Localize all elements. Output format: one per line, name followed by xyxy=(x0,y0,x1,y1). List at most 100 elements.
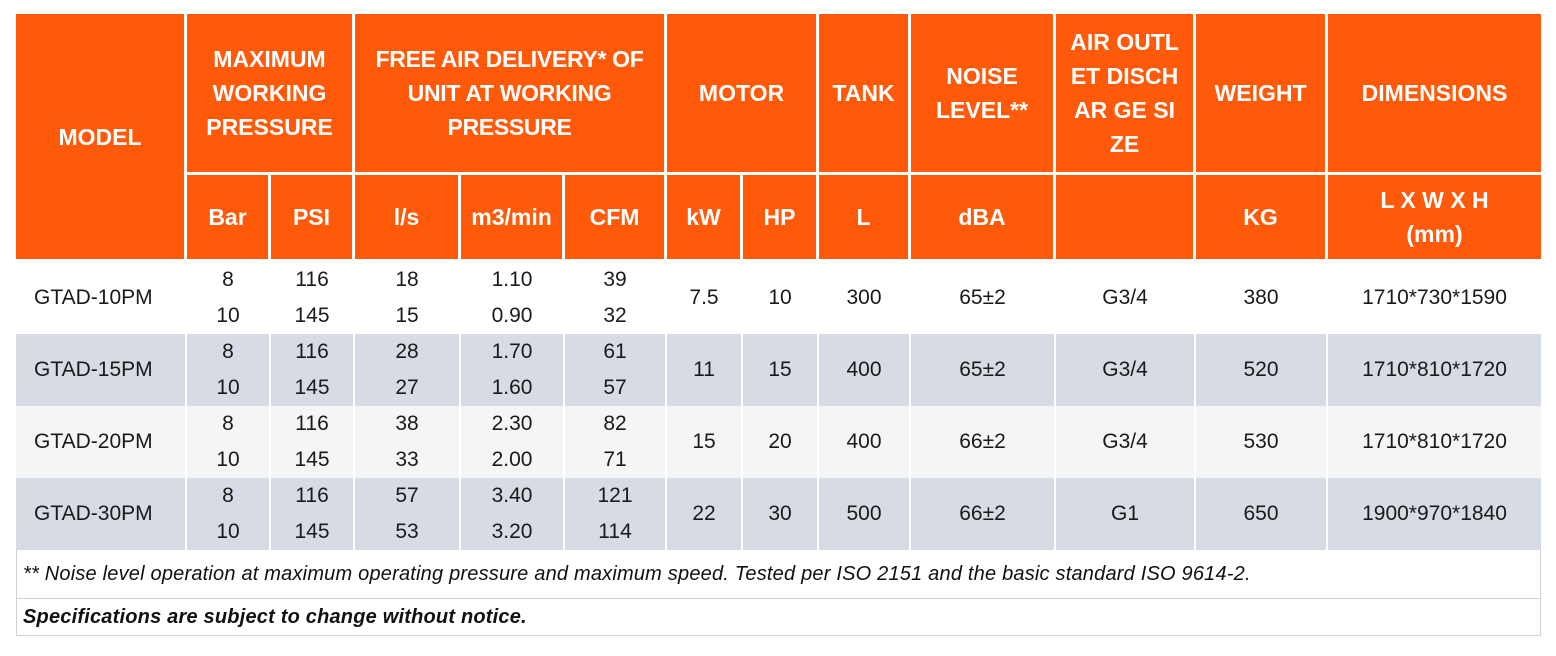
unit-dimensions-text: L X W X H (mm) xyxy=(1380,187,1489,247)
cell-value: 71 xyxy=(603,448,627,471)
cell-cfm: 82 71 xyxy=(565,406,668,478)
cell-kw: 22 xyxy=(667,478,744,550)
cell-outlet: G3/4 xyxy=(1056,334,1197,406)
cell-kw: 11 xyxy=(667,334,744,406)
cell-value: 145 xyxy=(294,376,330,399)
cell-value: 121 xyxy=(597,484,633,507)
cell-outlet: G3/4 xyxy=(1056,406,1197,478)
cell-weight: 530 xyxy=(1196,406,1329,478)
cell-value: 145 xyxy=(294,448,330,471)
cell-value: 145 xyxy=(294,520,330,543)
cell-model: GTAD-30PM xyxy=(16,478,187,550)
cell-psi: 116 145 xyxy=(271,334,356,406)
cell-value: 38 xyxy=(395,412,419,435)
header-max-pressure-text: MAXIMUM WORKING PRESSURE xyxy=(206,46,333,140)
cell-hp: 15 xyxy=(743,334,820,406)
cell-model: GTAD-15PM xyxy=(16,334,187,406)
cell-ls: 38 33 xyxy=(355,406,462,478)
header-max-pressure: MAXIMUM WORKING PRESSURE xyxy=(187,14,356,175)
disclaimer: Specifications are subject to change wit… xyxy=(16,599,1541,636)
cell-dimensions: 1710*730*1590 xyxy=(1328,262,1542,334)
cell-value: 82 xyxy=(603,412,627,435)
cell-value: 10 xyxy=(216,304,240,327)
cell-value: 27 xyxy=(395,376,419,399)
cell-m3min: 3.40 3.20 xyxy=(461,478,566,550)
unit-hp: HP xyxy=(743,175,820,262)
cell-hp: 10 xyxy=(743,262,820,334)
noise-footnote: ** Noise level operation at maximum oper… xyxy=(16,550,1541,599)
cell-value: 3.20 xyxy=(491,520,533,543)
cell-hp: 30 xyxy=(743,478,820,550)
unit-psi: PSI xyxy=(271,175,356,262)
cell-value: 15 xyxy=(395,304,419,327)
cell-value: 116 xyxy=(295,268,329,291)
cell-kw: 7.5 xyxy=(667,262,744,334)
cell-value: 10 xyxy=(216,520,240,543)
cell-cfm: 39 32 xyxy=(565,262,668,334)
cell-cfm: 61 57 xyxy=(565,334,668,406)
unit-ls: l/s xyxy=(355,175,462,262)
unit-liters: L xyxy=(819,175,912,262)
cell-ls: 28 27 xyxy=(355,334,462,406)
cell-tank: 400 xyxy=(819,406,912,478)
cell-psi: 116 145 xyxy=(271,262,356,334)
cell-m3min: 2.30 2.00 xyxy=(461,406,566,478)
unit-dba: dBA xyxy=(911,175,1057,262)
cell-tank: 500 xyxy=(819,478,912,550)
table-row: GTAD-15PM 8 10 116 145 28 27 1.70 1.60 61 57 … xyxy=(16,334,1542,406)
header-row-main: MODEL MAXIMUM WORKING PRESSURE FREE AIR … xyxy=(16,14,1542,262)
cell-value: 1.70 xyxy=(491,340,533,363)
cell-psi: 116 145 xyxy=(271,478,356,550)
cell-bar: 8 10 xyxy=(187,334,271,406)
cell-value: 53 xyxy=(395,520,419,543)
table-row: GTAD-30PM 8 10 116 145 57 53 3.40 3.20 121 11… xyxy=(16,478,1542,550)
header-model: MODEL xyxy=(16,14,187,262)
cell-value: 8 xyxy=(222,340,234,363)
cell-value: 18 xyxy=(395,268,419,291)
header-weight: WEIGHT xyxy=(1196,14,1329,175)
cell-cfm: 121 114 xyxy=(565,478,668,550)
unit-kg: KG xyxy=(1196,175,1329,262)
unit-kw: kW xyxy=(667,175,744,262)
header-fad-text: FREE AIR DELIVERY* OF UNIT AT WORKING PR… xyxy=(375,46,644,140)
cell-dimensions: 1710*810*1720 xyxy=(1328,406,1542,478)
header-row-units: Bar PSI l/s m3/min CFM kW HP L dBA KG L … xyxy=(16,175,1542,262)
cell-model: GTAD-20PM xyxy=(16,406,187,478)
cell-value: 28 xyxy=(395,340,419,363)
cell-dimensions: 1710*810*1720 xyxy=(1328,334,1542,406)
cell-hp: 20 xyxy=(743,406,820,478)
header-motor: MOTOR xyxy=(667,14,820,175)
unit-cfm: CFM xyxy=(565,175,668,262)
cell-psi: 116 145 xyxy=(271,406,356,478)
cell-value: 8 xyxy=(222,484,234,507)
cell-value: 57 xyxy=(603,376,627,399)
cell-weight: 520 xyxy=(1196,334,1329,406)
cell-dba: 65±2 xyxy=(911,262,1057,334)
header-free-air-delivery: FREE AIR DELIVERY* OF UNIT AT WORKING PR… xyxy=(355,14,668,175)
cell-m3min: 1.70 1.60 xyxy=(461,334,566,406)
unit-bar: Bar xyxy=(187,175,271,262)
cell-ls: 18 15 xyxy=(355,262,462,334)
cell-weight: 650 xyxy=(1196,478,1329,550)
cell-value: 39 xyxy=(603,268,627,291)
cell-value: 145 xyxy=(294,304,330,327)
cell-value: 2.30 xyxy=(491,412,533,435)
header-noise-text: NOISE LEVEL** xyxy=(936,63,1029,123)
cell-bar: 8 10 xyxy=(187,478,271,550)
cell-value: 33 xyxy=(395,448,419,471)
cell-kw: 15 xyxy=(667,406,744,478)
cell-value: 10 xyxy=(216,448,240,471)
cell-value: 0.90 xyxy=(491,304,533,327)
cell-value: 8 xyxy=(222,412,234,435)
cell-value: 61 xyxy=(603,340,627,363)
spec-table: MODEL MAXIMUM WORKING PRESSURE FREE AIR … xyxy=(16,14,1542,550)
cell-dba: 66±2 xyxy=(911,478,1057,550)
cell-value: 10 xyxy=(216,376,240,399)
header-tank: TANK xyxy=(819,14,912,175)
cell-dimensions: 1900*970*1840 xyxy=(1328,478,1542,550)
cell-m3min: 1.10 0.90 xyxy=(461,262,566,334)
table-row: GTAD-10PM 8 10 116 145 18 15 1.10 0.90 39 32 … xyxy=(16,262,1542,334)
cell-model: GTAD-10PM xyxy=(16,262,187,334)
cell-weight: 380 xyxy=(1196,262,1329,334)
cell-value: 114 xyxy=(598,520,632,543)
